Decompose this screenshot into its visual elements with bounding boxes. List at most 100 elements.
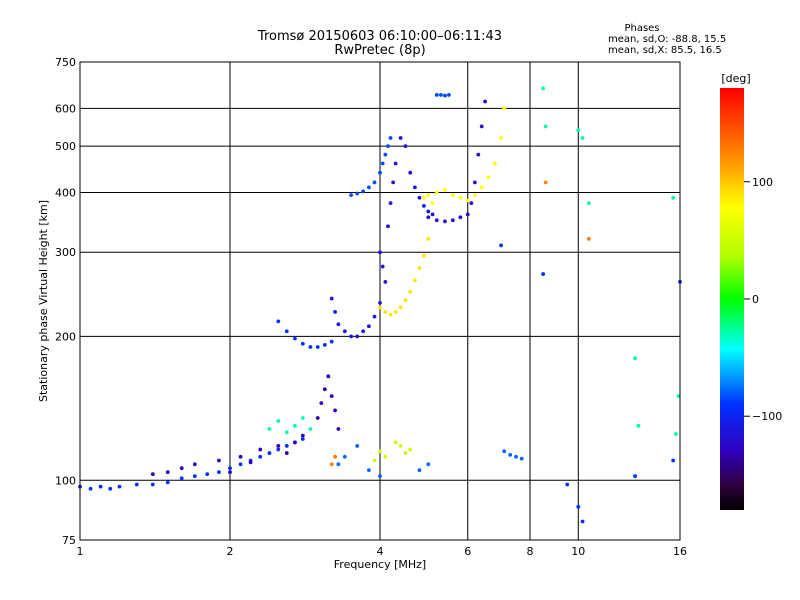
phase-stats-heading: Phases bbox=[624, 23, 659, 34]
data-point bbox=[408, 289, 413, 294]
data-point bbox=[483, 99, 487, 104]
data-point bbox=[472, 180, 477, 185]
data-point bbox=[519, 456, 524, 461]
data-point bbox=[378, 474, 382, 479]
x-tick-label: 16 bbox=[673, 545, 687, 558]
data-point bbox=[300, 416, 305, 420]
data-point bbox=[417, 195, 422, 200]
data-point bbox=[426, 209, 431, 214]
data-point bbox=[134, 482, 139, 487]
data-point bbox=[276, 447, 281, 452]
data-point bbox=[349, 193, 354, 198]
plot-frame bbox=[79, 61, 681, 541]
data-point bbox=[329, 339, 334, 344]
data-point bbox=[472, 193, 477, 198]
data-point bbox=[378, 301, 382, 305]
data-point bbox=[422, 195, 426, 200]
colorbar-tick-label: 100 bbox=[752, 176, 773, 189]
phase-stats-o: mean, sd,O: -88.8, 15.5 bbox=[608, 34, 726, 45]
y-tick-label: 400 bbox=[55, 186, 76, 199]
data-point bbox=[228, 470, 232, 475]
data-point bbox=[165, 480, 170, 485]
colorbar-tick-label: 0 bbox=[752, 293, 759, 306]
data-point bbox=[308, 345, 313, 349]
data-point bbox=[674, 432, 678, 436]
grid bbox=[80, 62, 680, 540]
colorbar bbox=[720, 88, 744, 510]
data-point bbox=[434, 218, 439, 223]
data-point bbox=[388, 312, 393, 317]
data-point bbox=[378, 449, 382, 454]
data-point bbox=[514, 454, 518, 459]
data-point bbox=[426, 462, 431, 467]
data-point bbox=[378, 170, 382, 175]
data-point bbox=[216, 458, 221, 463]
data-point bbox=[458, 215, 463, 220]
data-point bbox=[443, 219, 447, 224]
y-axis-label: Stationary phase Virtual Height [km] bbox=[37, 200, 50, 402]
data-point bbox=[408, 170, 413, 175]
y-tick-label: 750 bbox=[55, 56, 76, 69]
x-tick-label: 2 bbox=[227, 545, 234, 558]
data-point bbox=[98, 484, 103, 489]
data-point bbox=[443, 93, 447, 98]
data-point bbox=[258, 447, 263, 452]
data-point bbox=[150, 482, 155, 487]
data-point bbox=[479, 124, 484, 129]
data-point bbox=[238, 454, 243, 459]
data-point bbox=[383, 454, 388, 459]
data-point bbox=[486, 175, 491, 180]
colorbar-tick-label: −100 bbox=[752, 410, 782, 423]
x-tick-label: 6 bbox=[464, 545, 471, 558]
data-point bbox=[372, 458, 377, 463]
data-points bbox=[78, 86, 682, 524]
data-point bbox=[383, 310, 388, 314]
data-point bbox=[393, 440, 398, 445]
data-point bbox=[508, 453, 513, 457]
data-point bbox=[322, 342, 327, 347]
data-point bbox=[342, 454, 347, 459]
data-point bbox=[88, 486, 93, 491]
data-point bbox=[322, 387, 327, 392]
data-point bbox=[426, 193, 431, 198]
data-point bbox=[671, 458, 676, 463]
data-point bbox=[499, 136, 504, 140]
y-tick-label: 75 bbox=[62, 534, 76, 547]
data-point bbox=[117, 484, 122, 489]
data-point bbox=[499, 243, 504, 248]
data-point bbox=[300, 437, 305, 441]
data-point bbox=[329, 394, 334, 399]
data-point bbox=[378, 250, 382, 255]
data-point bbox=[336, 322, 341, 327]
data-point bbox=[450, 218, 455, 223]
data-point bbox=[150, 472, 155, 477]
y-tick-label: 200 bbox=[55, 330, 76, 343]
data-point bbox=[329, 296, 334, 301]
chart-subtitle: RwPretec (8p) bbox=[334, 43, 425, 58]
data-point bbox=[349, 334, 354, 339]
data-point bbox=[502, 106, 507, 111]
chart-title: Tromsø 20150603 06:10:00–06:11:43 bbox=[257, 29, 502, 44]
data-point bbox=[422, 253, 426, 258]
data-point bbox=[276, 319, 281, 324]
data-point bbox=[333, 310, 337, 314]
data-point bbox=[216, 470, 221, 475]
data-point bbox=[228, 466, 232, 471]
data-point bbox=[576, 504, 581, 509]
data-point bbox=[469, 201, 474, 206]
data-point bbox=[434, 190, 439, 195]
data-point bbox=[580, 519, 585, 524]
data-point bbox=[355, 191, 360, 196]
data-point bbox=[336, 462, 341, 467]
data-point bbox=[636, 423, 641, 428]
data-point bbox=[580, 136, 585, 140]
data-point bbox=[179, 476, 184, 481]
data-point bbox=[398, 305, 403, 310]
data-point bbox=[465, 198, 470, 203]
data-point bbox=[543, 180, 548, 185]
data-point bbox=[447, 93, 451, 97]
data-point bbox=[386, 224, 390, 229]
data-point bbox=[315, 345, 320, 349]
x-axis-label: Frequency [MHz] bbox=[334, 558, 426, 571]
data-point bbox=[366, 185, 371, 190]
